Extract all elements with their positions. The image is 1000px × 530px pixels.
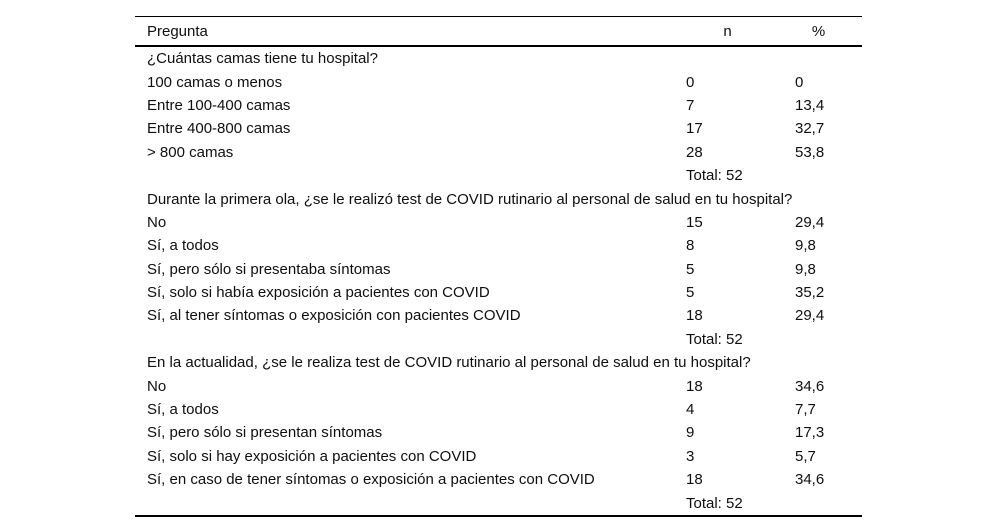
answer-percent-value: 9,8	[795, 237, 816, 255]
answer-percent-value: 7,7	[795, 401, 816, 419]
answer-label: Sí, solo si hay exposición a pacientes c…	[147, 447, 477, 465]
question-row: Durante la primera ola, ¿se le realizó t…	[135, 187, 862, 210]
table-header: Pregunta n %	[135, 16, 862, 47]
answer-n-value: 28	[686, 143, 703, 161]
answer-n-value: 4	[686, 401, 695, 419]
column-header-n: n	[680, 16, 775, 47]
answer-percent-value: 5,7	[795, 447, 816, 465]
survey-table-container: Pregunta n % ¿Cuántas camas tiene tu hos…	[135, 16, 862, 517]
answer-percent-value: 34,6	[795, 377, 825, 395]
total-row: Total: 52	[135, 328, 862, 351]
answer-n-value: 17	[686, 120, 703, 138]
answer-row: Sí, solo si había exposición a pacientes…	[135, 281, 862, 304]
total-row-spacer	[135, 491, 680, 515]
answer-row: Entre 400-800 camas 17 32,7	[135, 117, 862, 140]
answer-n-value: 18	[686, 377, 703, 395]
answer-label: Sí, solo si había exposición a pacientes…	[147, 284, 490, 302]
answer-row: Sí, a todos 8 9,8	[135, 234, 862, 257]
answer-label: 100 camas o menos	[147, 73, 283, 91]
answer-row: 100 camas o menos 0 0	[135, 70, 862, 93]
answer-row: Sí, a todos 4 7,7	[135, 398, 862, 421]
answer-n-value: 5	[686, 284, 695, 302]
answer-n-value: 18	[686, 471, 703, 489]
answer-percent-value: 34,6	[795, 471, 825, 489]
answer-row: Sí, pero sólo si presentaba síntomas 5 9,8	[135, 258, 862, 281]
header-row: Pregunta n %	[135, 16, 862, 47]
answer-row: Sí, pero sólo si presentan síntomas 9 17,3	[135, 421, 862, 444]
question-row: ¿Cuántas camas tiene tu hospital?	[135, 46, 862, 70]
answer-n-value: 18	[686, 307, 703, 325]
answer-label: Sí, a todos	[147, 237, 219, 255]
question-text: Durante la primera ola, ¿se le realizó t…	[147, 190, 793, 208]
answer-n-value: 15	[686, 213, 703, 231]
answer-label: Entre 400-800 camas	[147, 120, 291, 138]
answer-row: Entre 100-400 camas 7 13,4	[135, 94, 862, 117]
answer-row: > 800 camas 28 53,8	[135, 141, 862, 164]
answer-label: Sí, pero sólo si presentaba síntomas	[147, 260, 391, 278]
question-text: ¿Cuántas camas tiene tu hospital?	[147, 50, 378, 68]
total-row-spacer	[135, 164, 680, 187]
answer-percent-value: 13,4	[795, 96, 825, 114]
answer-percent-value: 9,8	[795, 260, 816, 278]
answer-label: No	[147, 377, 167, 395]
answer-label: Sí, pero sólo si presentan síntomas	[147, 424, 383, 442]
total-row-spacer	[135, 328, 680, 351]
answer-percent-value: 17,3	[795, 424, 825, 442]
question-text: En la actualidad, ¿se le realiza test de…	[147, 354, 751, 372]
total-row: Total: 52	[135, 164, 862, 187]
answer-label: > 800 camas	[147, 143, 234, 161]
total-label: Total: 52	[686, 330, 743, 348]
total-row: Total: 52	[135, 491, 862, 515]
total-label: Total: 52	[686, 494, 743, 512]
answer-label: Sí, al tener síntomas o exposición con p…	[147, 307, 521, 325]
answer-row: No 15 29,4	[135, 211, 862, 234]
answer-row: No 18 34,6	[135, 374, 862, 397]
answer-row: Sí, al tener síntomas o exposición con p…	[135, 304, 862, 327]
question-row: En la actualidad, ¿se le realiza test de…	[135, 351, 862, 374]
table-body: ¿Cuántas camas tiene tu hospital? 100 cam…	[135, 46, 862, 516]
answer-n-value: 9	[686, 424, 695, 442]
answer-n-value: 8	[686, 237, 695, 255]
answer-percent-value: 29,4	[795, 307, 825, 325]
answer-label: No	[147, 213, 167, 231]
answer-percent-value: 0	[795, 73, 804, 91]
answer-percent-value: 29,4	[795, 213, 825, 231]
answer-percent-value: 35,2	[795, 284, 825, 302]
answer-n-value: 3	[686, 447, 695, 465]
answer-percent-value: 53,8	[795, 143, 825, 161]
column-header-percent: %	[775, 16, 862, 47]
column-header-pregunta: Pregunta	[135, 16, 680, 47]
answer-percent-value: 32,7	[795, 120, 825, 138]
answer-n-value: 7	[686, 96, 695, 114]
total-label: Total: 52	[686, 167, 743, 185]
survey-table: Pregunta n % ¿Cuántas camas tiene tu hos…	[135, 16, 862, 517]
answer-row: Sí, en caso de tener síntomas o exposici…	[135, 468, 862, 491]
answer-n-value: 0	[686, 73, 695, 91]
answer-row: Sí, solo si hay exposición a pacientes c…	[135, 445, 862, 468]
answer-label: Entre 100-400 camas	[147, 96, 291, 114]
answer-label: Sí, a todos	[147, 401, 219, 419]
answer-n-value: 5	[686, 260, 695, 278]
answer-label: Sí, en caso de tener síntomas o exposici…	[147, 471, 595, 489]
